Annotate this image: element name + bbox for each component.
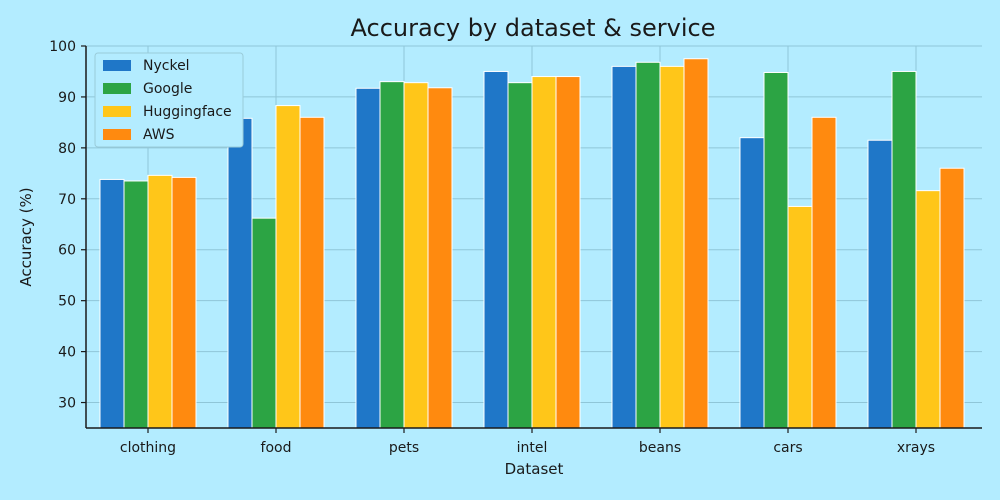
- y-tick-label: 100: [49, 39, 76, 55]
- x-tick-label: intel: [517, 440, 548, 456]
- legend-label: Nyckel: [143, 58, 190, 74]
- bar-nyckel-clothing: [99, 178, 125, 429]
- bar-nyckel-beans: [611, 65, 637, 429]
- x-axis-label: Dataset: [505, 460, 564, 478]
- bar-huggingface-intel: [531, 76, 557, 429]
- bar-google-beans: [635, 61, 661, 429]
- x-tick-label: beans: [639, 440, 681, 456]
- bar-aws-cars: [811, 116, 837, 429]
- axes: [85, 46, 982, 429]
- bar-aws-xrays: [939, 167, 965, 429]
- bar-aws-beans: [683, 58, 709, 429]
- bar-aws-clothing: [171, 176, 197, 429]
- y-axis-label: Accuracy (%): [17, 187, 35, 286]
- legend: Nyckel Google Huggingface AWS: [94, 52, 244, 148]
- y-tick-label: 40: [58, 345, 76, 361]
- y-tick-label: 70: [58, 192, 76, 208]
- bar-nyckel-pets: [355, 87, 381, 429]
- legend-label: AWS: [143, 127, 175, 143]
- x-tick-label: food: [261, 440, 292, 456]
- bar-huggingface-beans: [659, 65, 685, 429]
- bar-aws-food: [299, 116, 325, 429]
- bar-huggingface-clothing: [147, 174, 173, 429]
- x-tick-label: cars: [773, 440, 802, 456]
- bar-huggingface-xrays: [915, 190, 941, 429]
- legend-swatch: [103, 83, 131, 94]
- x-tick-label: xrays: [897, 440, 935, 456]
- y-tick-label: 50: [58, 294, 76, 310]
- bar-google-clothing: [123, 180, 149, 429]
- legend-label: Google: [143, 81, 192, 97]
- legend-label: Huggingface: [143, 104, 232, 120]
- y-tick-label: 60: [58, 243, 76, 259]
- x-tick-label: clothing: [120, 440, 176, 456]
- bar-google-intel: [507, 82, 533, 429]
- bar-huggingface-cars: [787, 205, 813, 429]
- bar-huggingface-food: [275, 105, 301, 429]
- legend-swatch: [103, 106, 131, 117]
- chart-title: Accuracy by dataset & service: [351, 14, 716, 42]
- bars: [99, 58, 965, 429]
- bar-google-cars: [763, 71, 789, 429]
- bar-nyckel-xrays: [867, 139, 893, 429]
- legend-swatch: [103, 60, 131, 71]
- x-ticks: clothing food pets intel beans cars xrays: [120, 428, 935, 456]
- bar-aws-pets: [427, 87, 453, 429]
- bar-google-xrays: [891, 70, 917, 429]
- x-tick-label: pets: [389, 440, 419, 456]
- legend-frame: [94, 52, 244, 148]
- bar-google-pets: [379, 81, 405, 429]
- bar-google-food: [251, 217, 277, 429]
- bar-nyckel-food: [227, 117, 253, 429]
- y-tick-label: 80: [58, 141, 76, 157]
- y-tick-label: 30: [58, 396, 76, 412]
- bar-aws-intel: [555, 76, 581, 429]
- y-tick-label: 90: [58, 90, 76, 106]
- bar-huggingface-pets: [403, 82, 429, 429]
- legend-swatch: [103, 129, 131, 140]
- bar-nyckel-cars: [739, 137, 765, 429]
- bar-nyckel-intel: [483, 70, 509, 429]
- y-ticks: 30 40 50 60 70 80 90 100: [49, 39, 86, 412]
